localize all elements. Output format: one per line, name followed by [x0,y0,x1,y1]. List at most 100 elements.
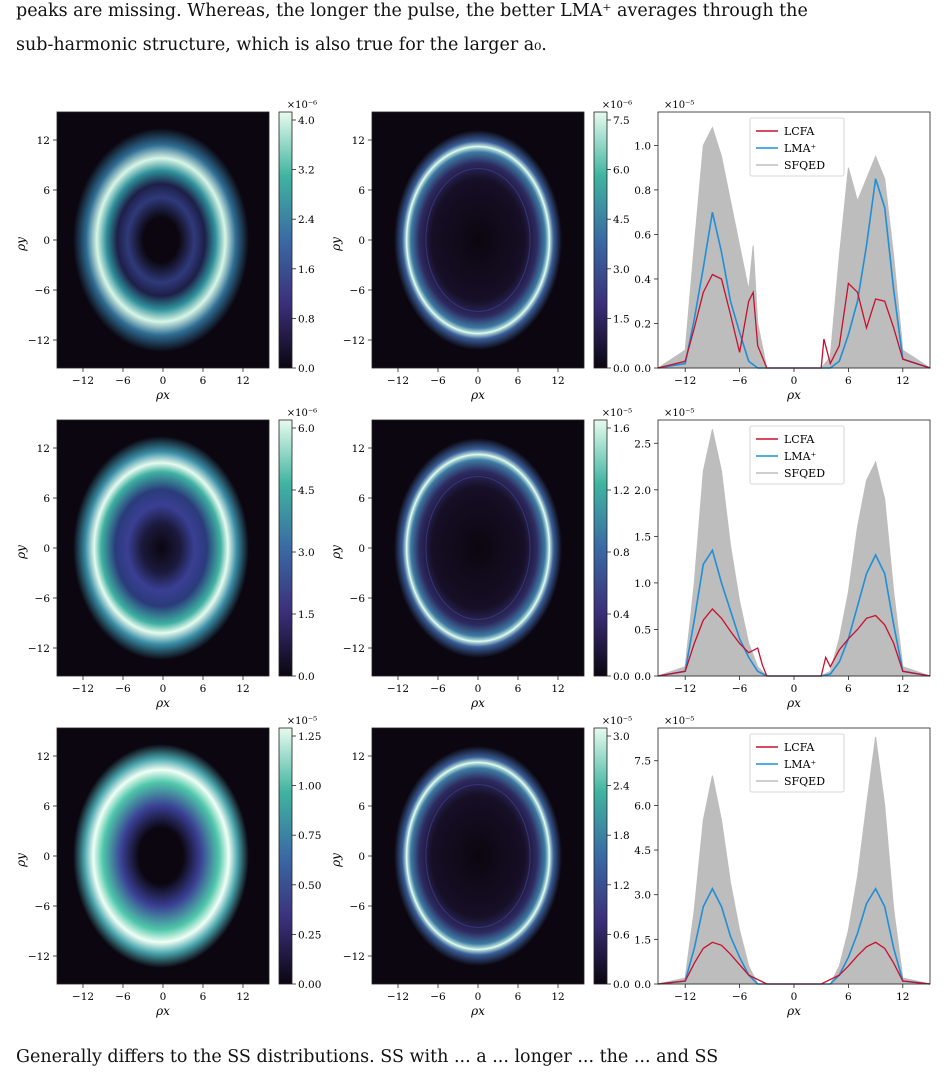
heatmap-panel-r2-left: −12 −6 0 6 12 12 6 0 −6 −12 ρx ρy 6.0 4.5 3.0 1.5 0.0 ×10… [14,408,317,710]
colorbar [278,419,293,677]
y-scale-label: ×10⁻⁵ [664,716,694,727]
x-tick-label: −12 [674,991,696,1003]
heatmap-panel-r2-mid: −12 −6 0 6 12 12 6 0 −6 −12 ρx ρy 1.6 1.2 0.8 0.4 0.0 ×10… [329,408,632,710]
y-axis-label: ρy [14,237,28,252]
ring-peak-line [405,145,551,335]
x-tick-label: 6 [200,683,207,695]
legend-label: LCFA [784,125,815,138]
colorbar-tick-label: 0.4 [613,609,630,621]
x-tick-label: −6 [732,991,748,1003]
y-tick-label: 0.0 [634,979,651,991]
y-tick-label: 6 [43,493,50,505]
x-tick-label: −6 [430,375,446,387]
colorbar-tick-label: 0.6 [613,929,630,941]
x-axis-label: ρx [470,388,485,402]
legend-label: SFQED [784,159,825,172]
x-tick-label: 0 [475,375,482,387]
y-tick-label: −6 [350,593,366,605]
heatmap-panel-r3-left: −12 −6 0 6 12 12 6 0 −6 −12 ρx ρy 1.25 1.00 0.75 0.50 0.… [14,716,321,1018]
x-tick-label: 0 [160,991,167,1003]
x-tick-label: 0 [475,991,482,1003]
x-axis-label: ρx [470,696,485,710]
y-tick-label: 4.5 [634,845,651,857]
x-tick-label: 6 [515,683,522,695]
x-tick-label: −12 [72,683,94,695]
y-tick-label: 3.0 [634,890,651,902]
x-axis-label: ρx [470,1004,485,1018]
legend-label: SFQED [784,775,825,788]
legend-label: SFQED [784,467,825,480]
heatmap-panel-r1-mid: −12 −6 0 6 12 12 6 0 −6 −12 ρx ρy 7.5 6.0 4.5 3.0 1.5 0.0… [329,100,632,402]
colorbar-tick-label: 3.2 [298,165,315,177]
y-tick-label: −12 [28,643,50,655]
colorbar-tick-label: 0.25 [298,929,321,941]
colorbar-tick-label: 1.5 [298,609,315,621]
paragraph-bottom-line: Generally differs to the SS distribution… [16,1047,719,1067]
y-tick-label: 0.4 [634,274,651,286]
x-tick-label: 6 [845,375,852,387]
colorbar-tick-label: 0.75 [298,830,321,842]
y-tick-label: 6 [358,185,365,197]
legend-box [749,733,845,793]
x-tick-label: 0 [160,683,167,695]
x-tick-label: 0 [475,683,482,695]
colorbar-tick-label: 1.2 [613,880,630,892]
y-axis-label: ρy [329,853,343,868]
colorbar-tick-label: 4.0 [298,115,315,127]
x-tick-label: 12 [896,683,909,695]
x-tick-label: −6 [430,991,446,1003]
x-tick-label: −12 [387,991,409,1003]
colorbar-tick-label: 3.0 [613,731,630,743]
ring-inner-line [425,168,531,312]
colorbar-tick-label: 3.0 [298,547,315,559]
colorbar-scale-label: ×10⁻⁶ [602,100,632,111]
colorbar-tick-label: 0.0 [613,363,630,375]
x-tick-label: −6 [115,683,131,695]
x-tick-label: −12 [72,991,94,1003]
legend-box [749,425,845,485]
x-axis-label: ρx [155,696,170,710]
colorbar-tick-label: 0.8 [613,547,630,559]
x-tick-label: 6 [845,991,852,1003]
x-axis-label: ρx [786,1004,801,1018]
colorbar-tick-label: 0.00 [298,979,321,991]
colorbar-scale-label: ×10⁻⁶ [287,100,317,111]
colorbar-tick-label: 0.0 [298,363,315,375]
x-tick-label: 12 [551,375,564,387]
colorbar-tick-label: 1.2 [613,485,630,497]
colorbar-scale-label: ×10⁻⁵ [602,408,632,419]
lineout-panel-r2: −12 −6 0 6 12 2.5 2.0 1.5 1.0 0.5 0.0 ×10⁻⁵ ρx LCFA LM… [634,408,931,710]
colorbar-tick-label: 2.4 [613,781,630,793]
y-axis-label: ρy [14,545,28,560]
colorbar-tick-label: 2.4 [298,214,315,226]
y-tick-label: 12 [352,443,365,455]
x-tick-label: 12 [551,991,564,1003]
x-tick-label: 6 [200,375,207,387]
colorbar-scale-label: ×10⁻⁵ [287,716,317,727]
legend-label: LCFA [784,433,815,446]
x-tick-label: −12 [387,375,409,387]
lineout-panel-r1: −12 −6 0 6 12 1.0 0.8 0.6 0.4 0.2 0.0 ×10⁻⁵ ρx LCFA LM… [634,100,932,402]
y-tick-label: 0 [43,235,50,247]
colorbar-tick-label: 1.5 [613,313,630,325]
colorbar-tick-label: 0.0 [613,671,630,683]
y-tick-label: 12 [37,751,50,763]
paragraph-line-1: peaks are missing. Whereas, the longer t… [16,1,808,21]
x-tick-label: 12 [896,375,909,387]
ring-density [394,130,562,350]
legend: LCFA LMA⁺ SFQED [749,425,845,485]
colorbar-tick-label: 0.0 [298,671,315,683]
y-tick-label: −12 [343,335,365,347]
legend-label: LMA⁺ [784,142,817,155]
legend-label: LCFA [784,741,815,754]
colorbar-tick-label: 1.6 [613,423,630,435]
y-tick-label: 0 [358,851,365,863]
y-tick-label: 6 [43,801,50,813]
y-tick-label: 0 [43,543,50,555]
y-axis-label: ρy [329,237,343,252]
y-axis-label: ρy [14,853,28,868]
legend: LCFA LMA⁺ SFQED [749,117,845,177]
y-tick-label: 1.0 [634,140,651,152]
y-tick-label: 6 [358,801,365,813]
ring-density [73,436,249,660]
